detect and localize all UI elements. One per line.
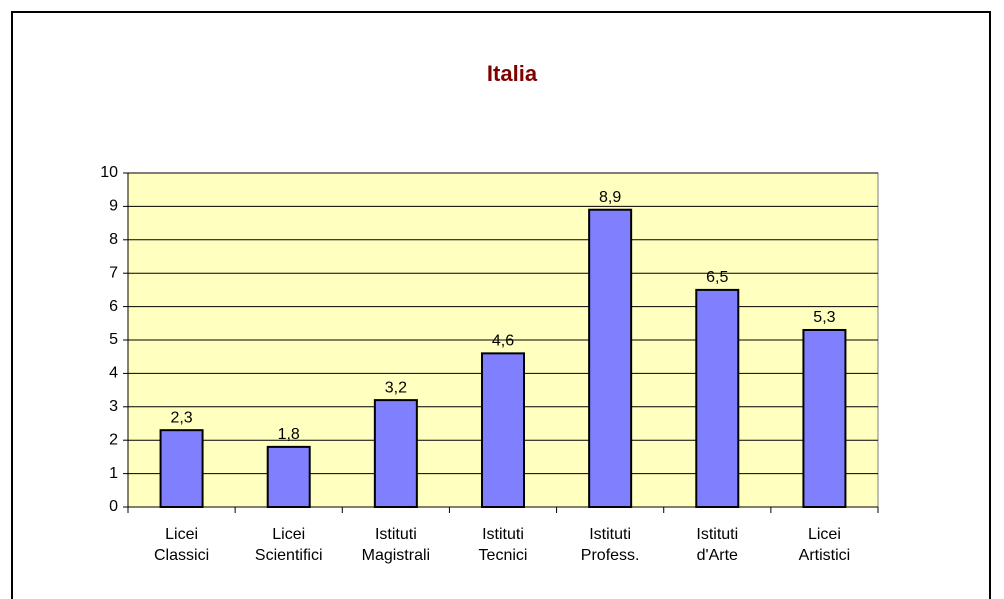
chart-title: Italia [487,61,538,86]
x-tick-label: Licei [272,526,305,543]
x-tick-label: Licei [808,526,841,543]
y-tick-label: 10 [100,164,118,181]
data-label: 8,9 [599,189,621,206]
y-tick-label: 2 [109,431,118,448]
bar [373,399,418,508]
bar [588,208,633,509]
y-tick-label: 5 [109,331,118,348]
y-tick-label: 4 [109,365,118,382]
y-tick-label: 1 [109,465,118,482]
x-tick-label: Magistrali [362,547,430,564]
data-label: 2,3 [170,409,192,426]
data-label: 3,2 [385,379,407,396]
x-tick-label: Artistici [799,547,851,564]
y-tick-label: 7 [109,264,118,281]
bar [266,445,311,509]
y-tick-label: 6 [109,298,118,315]
x-tick-label: Scientifici [255,547,323,564]
x-tick-label: Profess. [581,547,640,564]
x-tick-label: Classici [154,547,209,564]
data-label: 4,6 [492,333,514,350]
x-tick-label: Istituti [482,526,524,543]
bar [159,429,204,508]
y-tick-label: 9 [109,198,118,215]
y-tick-label: 3 [109,398,118,415]
x-tick-label: d'Arte [697,547,738,564]
bar [695,288,740,508]
y-tick-label: 8 [109,231,118,248]
x-tick-label: Istituti [375,526,417,543]
bar [481,352,525,508]
data-label: 6,5 [706,269,728,286]
data-label: 5,3 [813,309,835,326]
x-tick-label: Tecnici [479,547,528,564]
x-tick-label: Istituti [589,526,631,543]
data-label: 1,8 [278,426,300,443]
bar [802,328,847,509]
x-tick-label: Istituti [696,526,738,543]
x-tick-label: Licei [165,526,198,543]
y-tick-label: 0 [109,498,118,515]
